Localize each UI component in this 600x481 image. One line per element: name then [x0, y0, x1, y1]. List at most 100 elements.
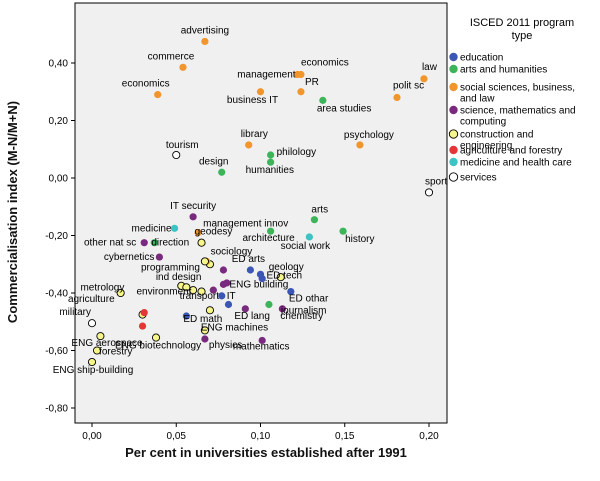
- point-label: physics: [209, 340, 242, 351]
- point-label: ED othar: [289, 294, 329, 305]
- point-label: design: [199, 156, 228, 167]
- data-point-engineering: [116, 288, 125, 298]
- data-point-health: [170, 224, 179, 232]
- point-label: ENG biotechnology: [115, 341, 201, 352]
- point-label: geology: [269, 262, 304, 273]
- y-tick-label: 0,40: [49, 59, 69, 70]
- data-point-science: [201, 335, 209, 343]
- point-label: ENG aerospace: [71, 338, 143, 349]
- point-label: mathematics: [233, 341, 290, 352]
- point-label: ind design: [156, 272, 202, 283]
- legend-marker-services: [448, 172, 459, 182]
- legend-marker-health: [449, 157, 458, 167]
- legend-label: construction and: [460, 130, 533, 141]
- legend-marker-engineering: [448, 129, 459, 139]
- data-point-agriculture: [138, 322, 147, 330]
- data-point-education: [224, 300, 233, 309]
- point-label: other nat sc: [84, 238, 136, 249]
- legend-title: type: [512, 30, 533, 42]
- data-point-social: [297, 88, 305, 96]
- data-point-arts: [150, 239, 158, 247]
- data-point-social: [256, 88, 265, 96]
- data-point-arts: [267, 158, 275, 166]
- y-tick-label: -0,20: [45, 231, 68, 242]
- point-label: sociology: [211, 246, 253, 257]
- point-label: IT: [227, 291, 236, 302]
- point-label: tourism: [166, 140, 199, 151]
- legend-title: ISCED 2011 program: [470, 17, 574, 29]
- data-point-engineering: [151, 333, 161, 342]
- point-label: commerce: [148, 51, 195, 62]
- data-point-social: [201, 37, 209, 46]
- legend-label: arts and humanities: [460, 65, 547, 76]
- data-point-science: [189, 213, 197, 221]
- data-point-arts: [265, 300, 273, 309]
- x-tick-label: 0,20: [419, 431, 439, 442]
- point-label: chemistry: [280, 311, 323, 322]
- x-axis-title: Per cent in universities established aft…: [125, 445, 407, 460]
- data-point-services: [172, 150, 181, 160]
- point-label: architecture: [242, 233, 295, 244]
- point-label: economics: [122, 79, 170, 90]
- point-label: business IT: [227, 95, 278, 106]
- data-point-engineering: [276, 273, 285, 282]
- data-point-social: [420, 75, 428, 83]
- point-label: metrology: [80, 282, 124, 293]
- data-point-education: [287, 287, 295, 296]
- point-label: agriculture: [68, 294, 115, 305]
- legend-label: and law: [460, 94, 495, 105]
- point-label: advertising: [181, 25, 229, 36]
- point-label: ED math: [183, 314, 222, 325]
- point-label: humanities: [246, 165, 294, 176]
- data-point-science: [209, 286, 217, 294]
- y-axis-title: Commercialisation index (M-N/M+N): [5, 101, 20, 323]
- data-point-engineering: [197, 238, 206, 247]
- legend-label: engineering: [460, 141, 512, 152]
- data-point-social: [293, 70, 302, 79]
- point-label: philology: [277, 147, 316, 158]
- point-label: ENG building: [229, 279, 288, 290]
- data-point-education: [218, 292, 226, 300]
- x-tick-label: 0,15: [335, 431, 355, 442]
- legend-marker-science: [449, 105, 458, 115]
- point-label: environment: [136, 287, 191, 298]
- data-point-education: [256, 270, 265, 278]
- y-tick-label: 0,00: [49, 174, 69, 185]
- legend-label: medicine and health care: [460, 158, 572, 169]
- data-point-engineering: [93, 346, 102, 355]
- data-point-social: [245, 141, 253, 149]
- point-label: cybernetics: [104, 252, 155, 263]
- legend-marker-agriculture: [449, 145, 458, 155]
- data-point-engineering: [87, 357, 97, 367]
- legend-label: agriculture and forestry: [460, 146, 562, 157]
- legend-label: education: [460, 53, 503, 64]
- point-label: PR: [305, 77, 319, 88]
- data-point-arts: [218, 168, 226, 176]
- point-label: sport: [425, 176, 447, 187]
- data-point-engineering: [189, 286, 198, 295]
- data-point-science: [258, 336, 266, 345]
- x-tick-label: 0,00: [82, 431, 102, 442]
- y-tick-label: -0,40: [45, 289, 68, 300]
- legend-marker-arts: [449, 64, 458, 74]
- data-point-social: [393, 93, 401, 102]
- data-point-science: [219, 266, 228, 274]
- point-label: polit sc: [393, 81, 424, 92]
- point-label: forestry: [99, 347, 132, 358]
- point-label: management: [237, 70, 296, 81]
- point-label: military: [59, 307, 91, 318]
- data-point-education: [182, 312, 190, 320]
- y-tick-label: -0,60: [45, 346, 68, 357]
- axis-ticks: 0,00 0,05 0,10 0,15 0,20 -0,80 -0,60 -0,40 -0,20…: [45, 59, 439, 443]
- point-label: history: [345, 234, 374, 245]
- point-label: medicine: [132, 223, 172, 234]
- x-tick-label: 0,10: [251, 431, 271, 442]
- data-point-engineering: [182, 283, 191, 292]
- point-label: arts: [311, 205, 328, 216]
- point-label: area studies: [317, 103, 371, 114]
- legend-label: science, mathematics and: [460, 106, 576, 117]
- point-label: social work: [281, 241, 331, 252]
- point-label: management innov: [203, 219, 288, 230]
- point-label: ED tech: [267, 270, 303, 281]
- data-point-arts: [319, 96, 327, 104]
